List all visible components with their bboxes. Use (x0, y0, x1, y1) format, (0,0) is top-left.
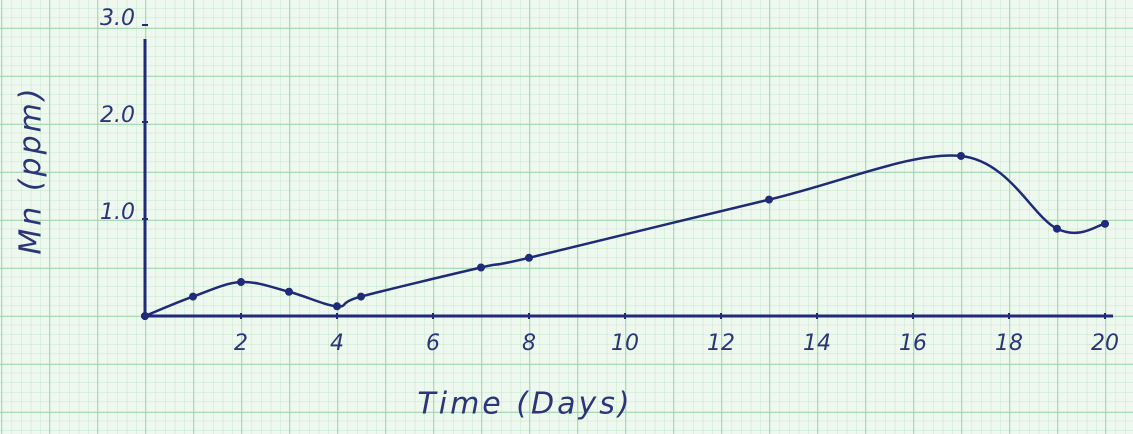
y-tick-label: 3.0 (100, 6, 135, 31)
data-point (357, 293, 365, 301)
data-point (765, 196, 773, 204)
x-tick-label: 2 (234, 331, 248, 356)
x-tick-label: 8 (522, 331, 536, 356)
data-point (237, 278, 245, 286)
data-point (1101, 220, 1109, 228)
y-axis-label: Mn (ppm) (14, 85, 49, 254)
x-tick-label: 18 (995, 331, 1023, 356)
x-tick-label: 12 (707, 331, 735, 356)
data-point (189, 293, 197, 301)
x-tick-label: 20 (1091, 331, 1119, 356)
data-point (477, 264, 485, 272)
data-point (525, 254, 533, 262)
x-tick-label: 16 (899, 331, 927, 356)
x-tick-label: 6 (426, 331, 440, 356)
data-point (1053, 225, 1061, 233)
x-tick-label: 10 (611, 331, 639, 356)
data-point (285, 288, 293, 296)
graph-paper (0, 0, 1133, 434)
data-point (333, 302, 341, 310)
chart: Time (Days) Mn (ppm) 2 4 6 8 10 12 14 16 18 20 1.0… (0, 0, 1133, 434)
data-point (141, 312, 149, 320)
data-point (957, 152, 965, 160)
y-tick-label: 2.0 (100, 103, 135, 128)
y-tick-label: 1.0 (100, 200, 135, 225)
x-tick-label: 4 (330, 331, 344, 356)
x-axis-label: Time (Days) (417, 387, 632, 422)
x-tick-label: 14 (803, 331, 831, 356)
